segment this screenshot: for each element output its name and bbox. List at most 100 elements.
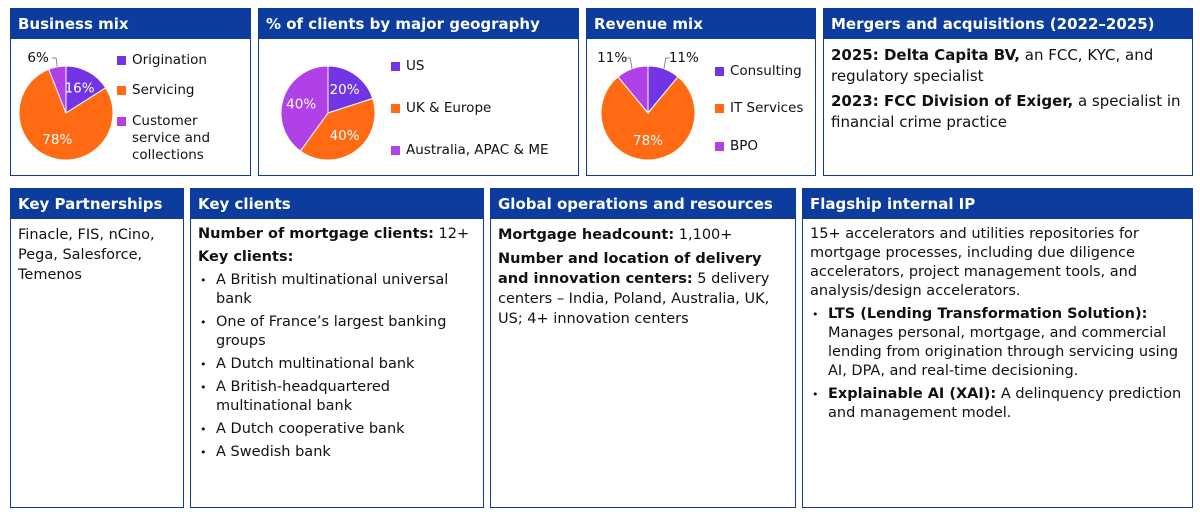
legend-swatch [715,141,724,151]
ip-bold: Explainable AI (XAI): [828,386,997,402]
slice-label: 20% [330,82,360,98]
slice-label: 40% [330,128,360,144]
legend-swatch [391,103,400,113]
mna-text: a specialist in financial crime practice [831,92,1181,131]
pie: 16% 78% 6% [18,50,114,161]
slice-label: 11% [597,50,627,66]
legend-label: Customer service and collections [132,113,211,164]
pie-slice [18,68,114,161]
panel: Mergers and acquisitions (2022–2025) 202… [823,8,1193,176]
list-label: Key clients: [198,248,476,267]
legend-label: US [406,57,425,74]
legend-label: Australia, APAC & ME [406,141,549,158]
ip-text: Manages personal, mortgage, and commerci… [828,325,1179,379]
client-item: A Swedish bank [200,443,476,462]
panel-title: % of clients by major geography [259,9,578,39]
panel-title: Business mix [11,9,250,39]
leader-line [663,57,670,69]
legend-swatch [391,61,400,71]
ip-text: A delinquency prediction and management … [828,386,1182,421]
legend-item: Consulting [715,63,815,80]
panel: Key Partnerships Finacle, FIS, nCino, Pe… [10,188,184,508]
headcount-value: 1,100+ [678,227,733,243]
ip-item: Explainable AI (XAI): A delinquency pred… [812,385,1185,423]
slice-label: 6% [27,50,49,66]
centers-label: Number and location of delivery and inno… [498,251,762,287]
client-item: A Dutch multinational bank [200,355,476,374]
headcount-label: Mortgage headcount: [498,227,675,243]
partners-text: Finacle, FIS, nCino, Pega, Salesforce, T… [18,227,155,283]
client-list: A British multinational universal bank On… [198,271,476,462]
legend-swatch [715,104,724,114]
panel: Global operations and resources Mortgage… [490,188,796,508]
legend-item: Origination [117,52,249,69]
panel-body: 2025: Delta Capita BV, an FCC, KYC, and … [824,39,1192,143]
legend-swatch [117,55,126,65]
legend-item: US [391,58,571,75]
mna-item: 2025: Delta Capita BV, an FCC, KYC, and … [831,45,1185,87]
legend-item: UK & Europe [391,100,571,117]
ip-item: LTS (Lending Transformation Solution): M… [812,305,1185,381]
legend-label: BPO [730,137,759,154]
legend-item: BPO [715,138,815,155]
panel: Flagship internal IP 15+ accelerators an… [802,188,1193,508]
leader-line [52,57,58,67]
legend-label: Consulting [730,63,802,80]
legend-swatch [391,145,400,155]
legend-item: IT Services [715,100,815,117]
count-label: Number of mortgage clients: [198,226,434,242]
legend: US UK & Europe Australia, APAC & ME [391,45,571,171]
mna-text: an FCC, KYC, and regulatory specialist [831,46,1154,85]
legend-swatch [117,86,126,96]
panel-body: Mortgage headcount: 1,100+ Number and lo… [491,219,795,339]
panel: Business mix 16% 78% 6% Origination Servici… [10,8,251,176]
pie-slice [280,65,329,152]
panel: Key clients Number of mortgage clients: … [190,188,484,508]
pie-slice [65,65,107,114]
leader-line [626,57,633,69]
list-label-text: Key clients: [198,249,294,265]
panel-body: Finacle, FIS, nCino, Pega, Salesforce, T… [11,219,183,295]
panel: Revenue mix 11% 78% 11% Consulting IT Servi… [586,8,816,176]
pie: 20% 40% 40% [280,65,376,161]
centers: Number and location of delivery and inno… [498,249,788,329]
panel: % of clients by major geography 20% 40% 40… [258,8,579,176]
pie-slice [327,65,374,114]
clients-count: Number of mortgage clients: 12+ [198,225,476,244]
legend: Consulting IT Services BPO [715,53,815,165]
panel-body: Number of mortgage clients: 12+ Key clie… [191,219,483,472]
slice-label: 78% [42,132,72,148]
pie-slice [299,97,376,161]
headcount: Mortgage headcount: 1,100+ [498,225,788,245]
panel-title: Mergers and acquisitions (2022–2025) [824,9,1192,39]
client-item: A Dutch cooperative bank [200,420,476,439]
panel-title: Global operations and resources [491,189,795,219]
legend-label: UK & Europe [406,99,492,116]
mna-item: 2023: FCC Division of Exiger, a speciali… [831,91,1185,133]
legend-swatch [715,67,724,77]
panel-body: 15+ accelerators and utilities repositor… [803,219,1192,433]
legend-item: Customer service and collections [117,113,249,164]
pie-slice [600,76,696,161]
client-item: One of France’s largest banking groups [200,313,476,351]
legend-item: Servicing [117,82,249,99]
slice-label: 78% [633,133,663,149]
ip-intro: 15+ accelerators and utilities repositor… [810,226,1139,299]
legend-label: IT Services [730,100,804,117]
legend-label: Servicing [132,82,195,99]
client-item: A British multinational universal bank [200,271,476,309]
ip-list: LTS (Lending Transformation Solution): M… [810,305,1185,423]
panel-title: Key clients [191,189,483,219]
mna-bold: 2023: FCC Division of Exiger, [831,92,1074,110]
ip-bold: LTS (Lending Transformation Solution): [828,306,1148,322]
slice-label: 40% [286,96,316,112]
slice-label: 16% [65,80,95,96]
panel-title: Key Partnerships [11,189,183,219]
slice-label: 11% [669,50,699,66]
pie: 11% 78% 11% [597,50,699,161]
panel-title: Flagship internal IP [803,189,1192,219]
legend-label: Origination [132,51,207,68]
legend: Origination Servicing Customer service and… [117,45,249,171]
legend-item: Australia, APAC & ME [391,142,571,159]
